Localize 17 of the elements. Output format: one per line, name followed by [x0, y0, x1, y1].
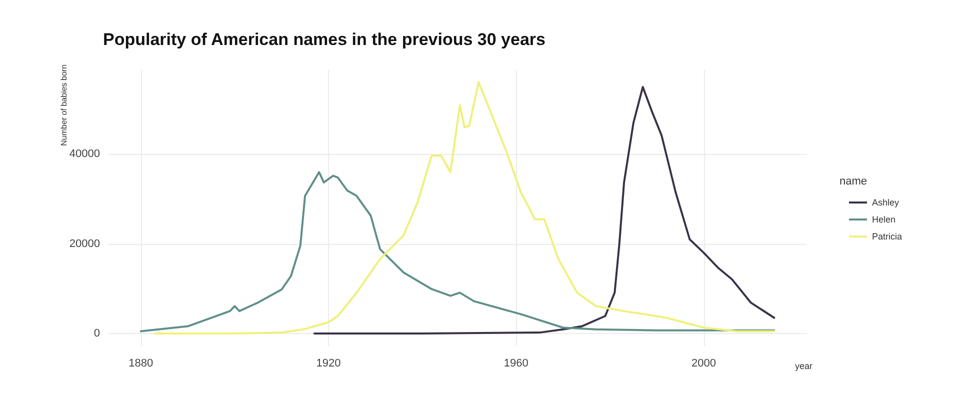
- line-series: [154, 81, 776, 334]
- x-tick-label: 1960: [504, 358, 528, 370]
- legend-label: Patricia: [872, 232, 902, 242]
- legend-title: name: [839, 176, 868, 188]
- legend-label: Helen: [872, 214, 896, 224]
- y-tick-label: 20000: [69, 238, 100, 250]
- x-axis-title: year: [795, 360, 813, 371]
- x-tick-label: 1920: [316, 358, 341, 370]
- legend-label: Ashley: [872, 198, 900, 208]
- chart-title: Popularity of American names in the previous 30 years: [103, 30, 546, 49]
- y-tick-label: 0: [94, 327, 100, 340]
- y-tick-label: 40000: [69, 148, 100, 160]
- line-series: [313, 86, 776, 334]
- y-axis-title: Number of babies born: [60, 64, 68, 146]
- x-tick-label: 2000: [692, 358, 716, 370]
- line-series: [140, 171, 776, 332]
- x-tick-label: 1880: [128, 358, 154, 370]
